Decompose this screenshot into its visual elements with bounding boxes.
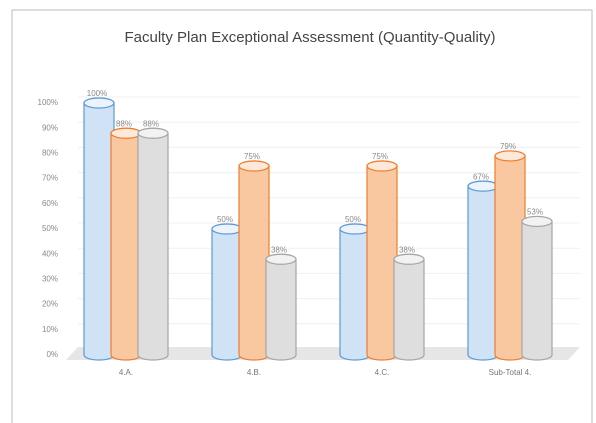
bar-top [110,127,142,139]
y-tick-label: 10% [42,325,58,334]
bar-top [467,180,499,192]
chart-title: Faculty Plan Exceptional Assessment (Qua… [125,29,496,46]
y-tick-label: 20% [42,300,58,309]
value-label: 88% [143,119,159,128]
value-label: 75% [372,152,388,161]
value-label: 100% [87,89,107,98]
bar-top [83,97,115,109]
value-label: 67% [473,172,489,181]
value-label: 75% [244,152,260,161]
value-label: 79% [500,142,516,151]
y-tick-label: 60% [42,199,58,208]
bar [238,160,270,361]
y-tick-label: 70% [42,174,58,183]
bar-top [521,215,553,228]
bar [467,180,499,361]
bar [265,253,297,361]
bar-top [137,127,169,139]
value-label: 88% [116,119,132,128]
y-tick-label: 30% [42,275,58,284]
x-tick-label: Sub-Total 4. [489,368,532,377]
y-tick-label: 0% [46,350,58,359]
bar-top [238,160,270,172]
floor [66,347,580,360]
x-tick-label: 4.A. [119,368,133,377]
x-tick-label: 4.B. [247,368,261,377]
bar-top [265,253,297,265]
x-tick-label: 4.C. [375,368,390,377]
bar [137,127,169,361]
y-tick-label: 90% [42,123,58,132]
value-label: 50% [345,215,361,224]
bar [211,223,243,361]
bar-top [393,253,425,265]
y-tick-label: 80% [42,149,58,158]
y-tick-label: 100% [38,98,58,107]
value-label: 38% [399,245,415,254]
bar-top [494,150,526,162]
y-tick-label: 40% [42,249,58,258]
bar [393,253,425,361]
bar-top [366,160,398,172]
bar [521,215,553,361]
y-tick-label: 50% [42,224,58,233]
bar [339,223,371,361]
bar-top [211,223,243,235]
value-label: 53% [527,208,543,217]
bar [494,150,526,361]
value-label: 50% [217,215,233,224]
bar-top [339,223,371,235]
value-label: 38% [271,245,287,254]
bar [83,97,115,361]
bar [366,160,398,361]
bar [110,127,142,361]
